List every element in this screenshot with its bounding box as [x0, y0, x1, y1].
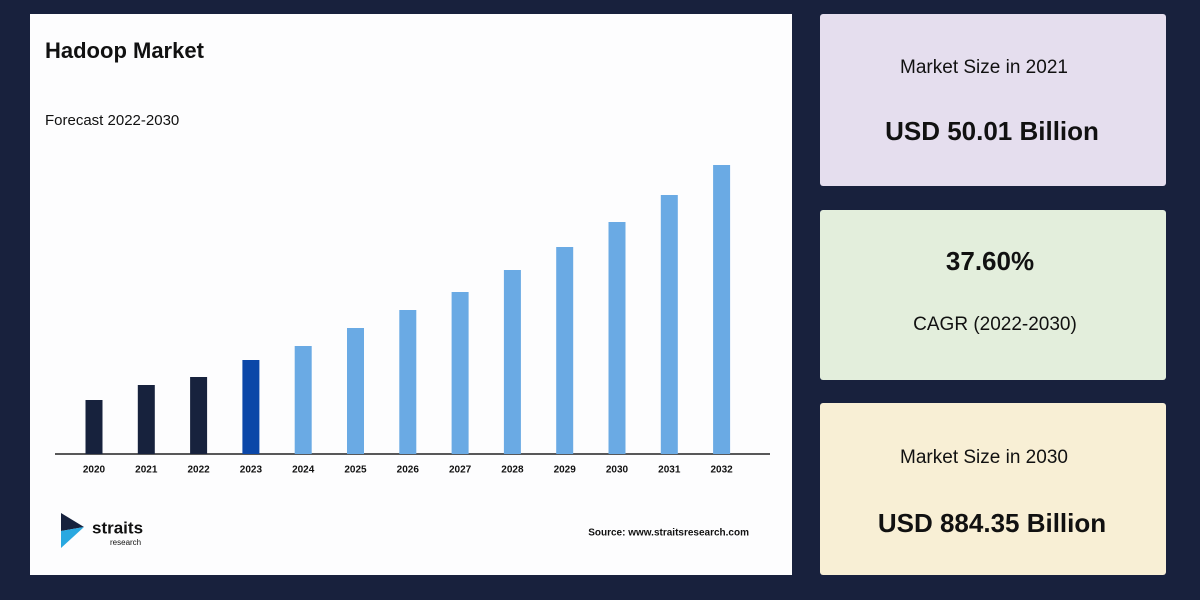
brand-sub: research: [110, 538, 141, 547]
bar: [242, 360, 260, 454]
card-value: USD 884.35 Billion: [878, 508, 1106, 538]
bar: [451, 292, 469, 454]
bar: [608, 222, 626, 454]
x-tick-label: 2023: [240, 465, 263, 476]
chart-title: Hadoop Market: [45, 38, 205, 63]
x-tick-label: 2026: [397, 465, 420, 476]
card-label: Market Size in 2021: [900, 57, 1068, 78]
bar: [294, 346, 312, 454]
bar: [556, 247, 574, 454]
card: [820, 14, 1166, 186]
brand: straits: [92, 518, 143, 537]
x-tick-label: 2031: [658, 465, 681, 476]
bar: [399, 310, 417, 454]
bar: [85, 400, 103, 454]
chart-subtitle: Forecast 2022-2030: [45, 112, 179, 129]
x-tick-label: 2025: [344, 465, 367, 476]
x-tick-label: 2032: [710, 465, 733, 476]
card-label: Market Size in 2030: [900, 447, 1068, 468]
x-tick-label: 2024: [292, 465, 315, 476]
card-value: USD 50.01 Billion: [885, 116, 1099, 146]
bar: [137, 385, 155, 454]
source: Source: www.straitsresearch.com: [588, 528, 749, 539]
x-tick-label: 2027: [449, 465, 472, 476]
x-tick-label: 2021: [135, 465, 158, 476]
x-tick-label: 2029: [554, 465, 577, 476]
logo-shape: [61, 513, 84, 531]
x-tick-label: 2022: [187, 465, 210, 476]
card-value: 37.60%: [946, 246, 1034, 276]
bar: [713, 165, 731, 454]
bar: [660, 195, 678, 454]
bar: [190, 377, 208, 454]
x-tick-label: 2028: [501, 465, 524, 476]
bar: [347, 328, 364, 454]
card: [820, 210, 1166, 380]
x-tick-label: 2030: [606, 465, 629, 476]
logo-shape: [61, 527, 84, 548]
card: [820, 403, 1166, 575]
card-label: CAGR (2022-2030): [913, 314, 1077, 335]
bar: [503, 270, 521, 454]
x-tick-label: 2020: [83, 465, 106, 476]
